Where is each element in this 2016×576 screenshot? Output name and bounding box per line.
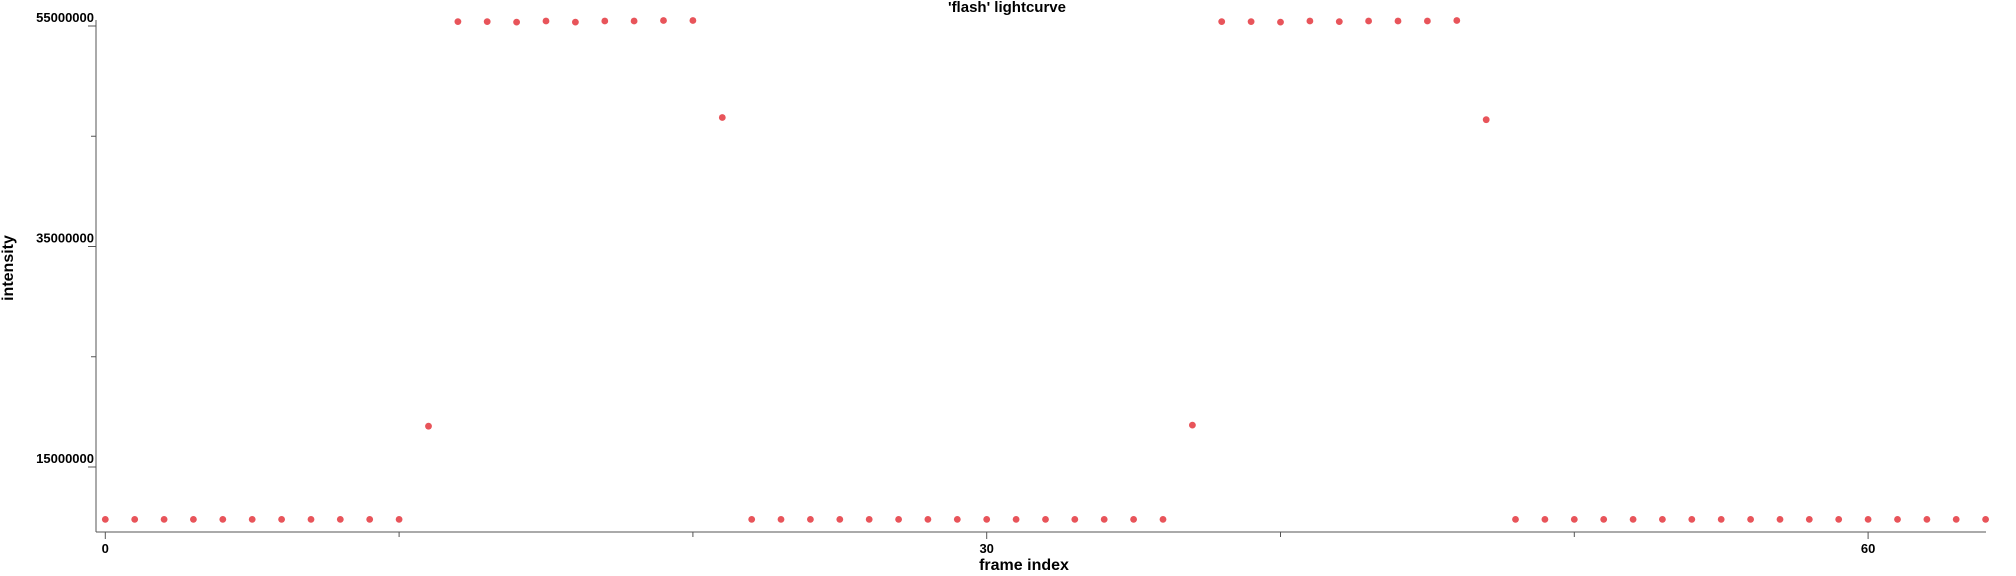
data-point bbox=[924, 516, 932, 523]
data-point bbox=[1629, 516, 1637, 523]
data-point bbox=[1747, 516, 1754, 523]
data-point bbox=[807, 516, 814, 523]
data-point bbox=[660, 17, 667, 24]
data-point bbox=[454, 18, 462, 25]
x-axis-label: frame index bbox=[979, 557, 1069, 574]
data-point bbox=[1365, 17, 1372, 25]
data-point bbox=[219, 516, 227, 523]
data-point bbox=[1424, 17, 1431, 25]
data-point bbox=[1218, 18, 1226, 25]
data-point bbox=[1717, 516, 1725, 523]
data-point bbox=[1541, 516, 1549, 523]
data-point bbox=[1923, 516, 1931, 523]
chart-title: 'flash' lightcurve bbox=[948, 0, 1066, 16]
data-point bbox=[601, 17, 609, 25]
data-point bbox=[1805, 516, 1813, 523]
data-point bbox=[1982, 516, 1989, 523]
data-point bbox=[1306, 17, 1314, 25]
data-point bbox=[1600, 516, 1608, 523]
data-point bbox=[1277, 18, 1284, 26]
data-point bbox=[1512, 516, 1519, 523]
data-point bbox=[689, 17, 697, 24]
data-point bbox=[513, 18, 520, 26]
data-point bbox=[777, 516, 785, 523]
data-point bbox=[1071, 516, 1079, 523]
data-point bbox=[836, 516, 844, 523]
data-point bbox=[718, 114, 726, 121]
data-point bbox=[1952, 516, 1960, 523]
x-tick-label: 30 bbox=[979, 541, 993, 556]
data-point bbox=[1394, 17, 1402, 25]
data-point bbox=[425, 422, 432, 430]
data-point bbox=[483, 18, 491, 25]
data-point bbox=[366, 516, 374, 523]
data-point bbox=[953, 516, 961, 523]
data-point bbox=[1894, 516, 1901, 523]
data-point bbox=[630, 17, 638, 25]
x-tick-label: 0 bbox=[102, 541, 109, 556]
data-point bbox=[1659, 516, 1666, 523]
data-point bbox=[1012, 516, 1020, 523]
data-point bbox=[1159, 516, 1167, 523]
data-points bbox=[101, 17, 1989, 523]
data-point bbox=[1100, 516, 1108, 523]
data-point bbox=[101, 516, 109, 523]
axes: 0 30 60 15000000 35000000 55000000 bbox=[36, 10, 1986, 556]
data-point bbox=[542, 17, 550, 25]
data-point bbox=[1776, 516, 1784, 523]
data-point bbox=[748, 516, 756, 523]
data-point bbox=[248, 516, 256, 523]
x-tick-label: 60 bbox=[1861, 541, 1875, 556]
data-point bbox=[1482, 116, 1490, 124]
y-tick-label: 15000000 bbox=[36, 451, 94, 466]
data-point bbox=[395, 516, 403, 523]
data-point bbox=[336, 516, 344, 523]
data-point bbox=[983, 516, 991, 523]
data-point bbox=[307, 516, 315, 523]
data-point bbox=[190, 516, 197, 523]
data-point bbox=[160, 516, 168, 523]
data-point bbox=[131, 516, 139, 523]
data-point bbox=[1864, 516, 1872, 523]
y-tick-label: 35000000 bbox=[36, 231, 94, 246]
data-point bbox=[1835, 516, 1843, 523]
data-point bbox=[278, 516, 285, 523]
data-point bbox=[1189, 421, 1196, 429]
data-point bbox=[865, 516, 873, 523]
y-axis-label: intensity bbox=[0, 235, 17, 301]
data-point bbox=[1335, 18, 1343, 25]
data-point bbox=[572, 18, 579, 26]
data-point bbox=[1042, 516, 1049, 523]
y-tick-label: 55000000 bbox=[36, 10, 94, 25]
data-point bbox=[1688, 516, 1696, 523]
data-point bbox=[895, 516, 902, 523]
data-point bbox=[1130, 516, 1137, 523]
data-point bbox=[1453, 17, 1461, 24]
data-point bbox=[1247, 18, 1255, 25]
data-point bbox=[1570, 516, 1578, 523]
